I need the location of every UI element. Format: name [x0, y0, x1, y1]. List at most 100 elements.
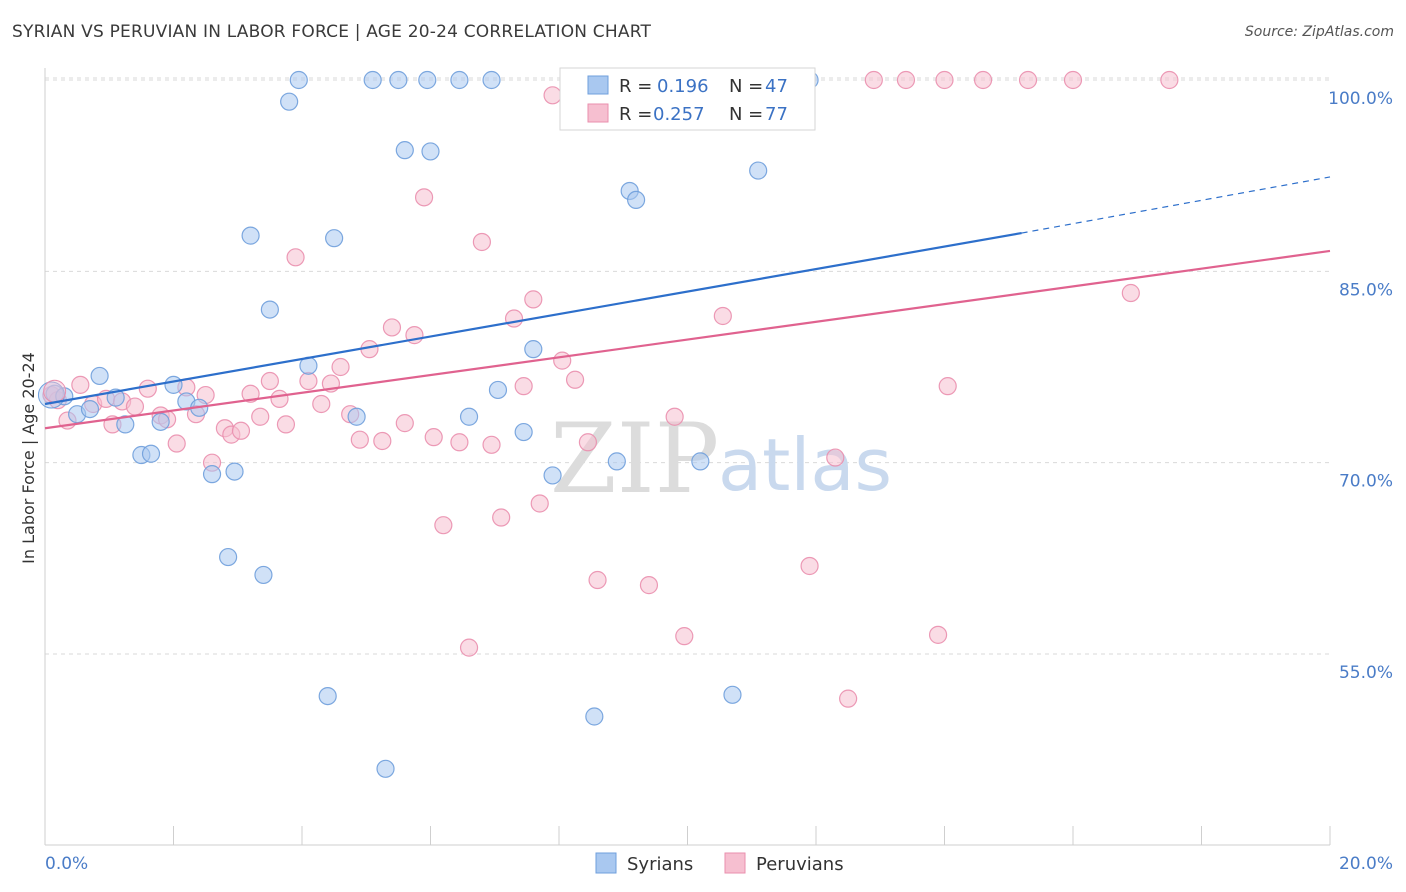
x-tick-label-max: 20.0%	[1339, 854, 1393, 874]
syrian-point	[723, 685, 742, 704]
syrian-point	[607, 452, 626, 471]
peruvian-point	[382, 318, 402, 337]
syrian-point	[280, 92, 299, 111]
syrian-point	[347, 407, 366, 426]
peruvian-point	[492, 508, 511, 527]
legend-swatch-syrians	[587, 75, 609, 95]
peruvian-point	[565, 370, 585, 389]
peruvian-point	[276, 415, 296, 434]
peruvian-point	[826, 448, 845, 467]
syrian-point	[254, 565, 273, 585]
peruvian-point	[312, 394, 331, 414]
bottom-legend-label-syrians: Syrians	[627, 854, 693, 875]
peruvian-point	[553, 351, 572, 370]
syrian-point	[376, 759, 395, 778]
peruvian-point	[514, 377, 533, 396]
grid-lines	[45, 77, 1330, 655]
peruvian-point	[350, 430, 369, 449]
peruvian-point	[1063, 70, 1083, 90]
syrian-point	[90, 366, 109, 386]
syrian-point	[395, 141, 414, 160]
peruvian-point	[864, 70, 883, 90]
peruvian-point	[1018, 70, 1038, 90]
axes	[44, 68, 1331, 846]
watermark-atlas: atlas	[718, 423, 892, 507]
peruvians-trend-line	[44, 249, 1331, 430]
peruvian-point	[713, 306, 732, 326]
legend-n-label-syrians: N =	[729, 76, 763, 97]
syrian-point	[749, 161, 768, 180]
legend-n-value-syrians: 47	[765, 76, 788, 97]
legend-box: R = 0.196 N = 47 R = 0.257 N = 77	[559, 67, 816, 131]
legend-n-value-peruvians: 77	[765, 104, 788, 125]
syrian-point	[450, 70, 469, 90]
syrians-trend-line	[44, 231, 1022, 406]
peruvian-point	[588, 570, 607, 590]
peruvian-point	[450, 433, 469, 452]
peruvian-point	[800, 556, 819, 576]
bottom-legend-swatch-syrians	[595, 852, 617, 874]
peruvian-point	[472, 232, 491, 252]
syrian-point	[151, 412, 170, 431]
y-tick-label: 100.0%	[1328, 89, 1393, 109]
legend-swatch-peruvians	[587, 103, 609, 123]
peruvian-point	[424, 428, 443, 447]
peruvian-point	[138, 379, 157, 398]
y-tick-label: 70.0%	[1339, 472, 1393, 492]
peruvian-point	[578, 433, 598, 452]
chart-title: SYRIAN VS PERUVIAN IN LABOR FORCE | AGE …	[12, 22, 652, 42]
trend-lines	[44, 176, 1331, 430]
syrian-point	[318, 686, 337, 706]
syrian-point	[514, 422, 533, 442]
y-tick-label: 55.0%	[1339, 663, 1393, 683]
syrian-point	[225, 462, 244, 481]
peruvian-point	[125, 397, 145, 416]
peruvian-point	[1121, 283, 1140, 303]
syrian-point	[389, 70, 408, 90]
peruvian-point	[286, 248, 305, 267]
bottom-legend-swatch-peruvians	[724, 852, 746, 874]
peruvian-point	[1160, 70, 1179, 90]
legend-r-value-peruvians: 0.257	[653, 104, 705, 125]
peruvian-point	[482, 435, 501, 454]
syrian-point	[289, 70, 308, 90]
y-axis-label: In Labor Force | Age 20-24	[19, 352, 38, 564]
x-tick-label-min: 0.0%	[45, 854, 88, 874]
peruvian-point	[524, 290, 543, 309]
legend-bottom: Syrians Peruvians	[595, 852, 844, 875]
legend-r-label-peruvians: R =	[619, 104, 652, 125]
syrian-point	[202, 465, 222, 484]
syrian-point	[325, 229, 344, 248]
peruvian-point	[639, 576, 659, 595]
source-label: Source: ZipAtlas.com	[1244, 24, 1394, 40]
peruvian-point	[543, 86, 562, 105]
peruvian-point	[167, 434, 186, 453]
watermark: ZIP atlas	[550, 403, 892, 515]
peruvian-point	[896, 70, 916, 90]
peruvian-point	[973, 70, 993, 90]
legend-r-label-syrians: R =	[619, 76, 652, 97]
peruvian-point	[459, 638, 479, 657]
syrian-point	[543, 466, 562, 485]
syrian-point	[418, 70, 437, 90]
syrian-point	[626, 190, 646, 210]
legend-n-label-peruvians: N =	[729, 104, 763, 125]
syrian-point	[421, 142, 440, 161]
syrian-point	[585, 707, 604, 726]
syrian-point	[164, 375, 183, 394]
syrian-point	[488, 380, 508, 400]
syrian-point	[524, 340, 543, 359]
peruvian-point	[331, 357, 350, 377]
peruvian-point	[839, 689, 858, 708]
tick-labels: 55.0% 70.0% 85.0% 100.0% 0.0% 20.0%	[45, 89, 1393, 874]
peruvian-point	[530, 494, 549, 513]
peruvian-point	[935, 70, 954, 90]
syrian-point	[219, 547, 238, 567]
legend-r-value-syrians: 0.196	[657, 76, 709, 97]
peruvian-point	[504, 309, 524, 328]
peruvian-point	[373, 431, 392, 451]
bottom-legend-label-peruvians: Peruvians	[756, 854, 844, 875]
peruvian-point	[231, 421, 251, 440]
syrian-point	[141, 444, 161, 463]
